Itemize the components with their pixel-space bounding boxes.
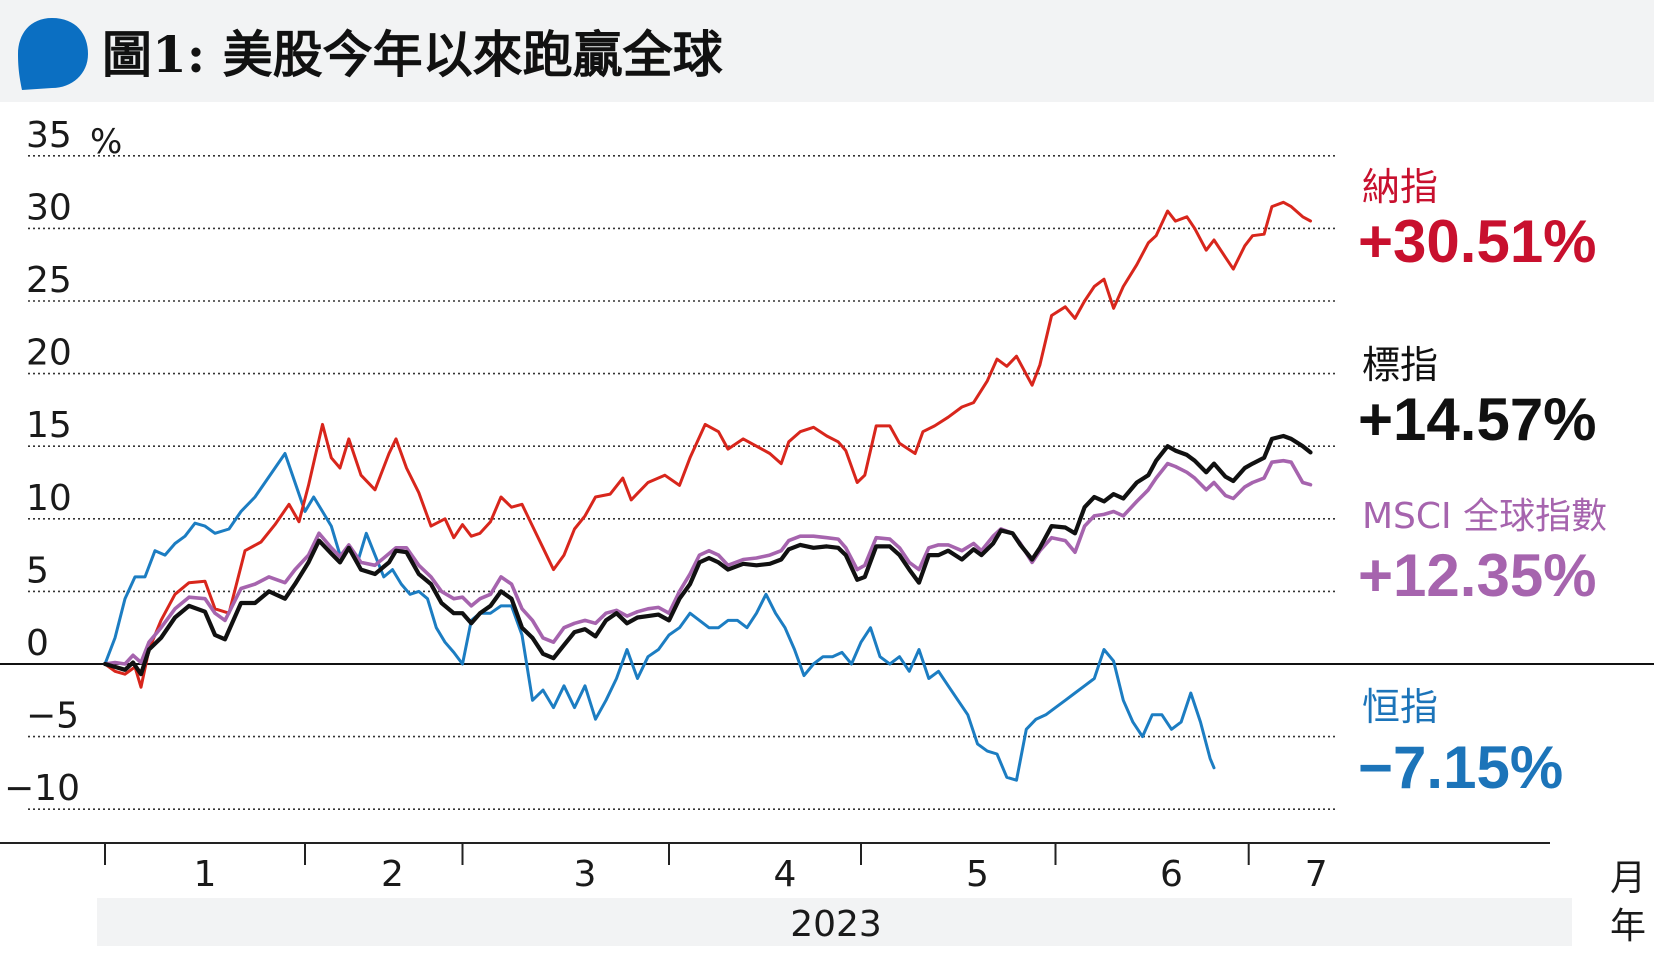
y-tick-label: 5 <box>26 550 49 591</box>
x-tick-label: 1 <box>194 854 217 895</box>
x-axis-ticks <box>104 843 1250 865</box>
x-axis-labels: 1 2 3 4 5 6 7 <box>194 854 1328 895</box>
x-unit-year: 年 <box>1610 906 1646 947</box>
x-tick-label: 4 <box>774 854 797 895</box>
series-line-sp500 <box>102 433 1313 677</box>
year-label: 2023 <box>790 904 882 945</box>
series-lines <box>102 200 1313 782</box>
title-bar-background <box>0 0 1654 102</box>
x-axis: 2023 月 年 <box>0 842 1646 947</box>
y-tick-label: 20 <box>26 333 72 374</box>
x-tick-label: 3 <box>574 854 597 895</box>
speech-bubble-icon <box>18 18 88 90</box>
y-tick-label: 35 <box>26 115 72 156</box>
y-tick-label: −5 <box>26 696 79 737</box>
x-tick-label: 6 <box>1160 854 1183 895</box>
x-tick-label: 2 <box>381 854 404 895</box>
title-bar: 圖1: 美股今年以來跑贏全球 <box>0 0 1654 102</box>
series-value-nasdaq: +30.51% <box>1358 208 1597 275</box>
x-tick-label: 7 <box>1305 854 1328 895</box>
series-line-hsi <box>103 452 1216 782</box>
y-axis-labels: 35 30 25 20 15 10 5 0 −10 −5 <box>4 115 80 809</box>
y-unit-label: % <box>90 122 122 162</box>
series-value-msci: +12.35% <box>1358 542 1597 609</box>
y-tick-label: 10 <box>26 478 72 519</box>
y-tick-label: 0 <box>26 623 49 664</box>
chart-title: 圖1: 美股今年以來跑贏全球 <box>102 25 724 84</box>
y-tick-label: 30 <box>26 187 72 228</box>
year-band <box>97 898 1572 946</box>
series-name-sp500: 標指 <box>1362 343 1438 387</box>
series-name-nasdaq: 納指 <box>1362 165 1438 209</box>
series-name-hsi: 恒指 <box>1362 685 1438 729</box>
x-tick-label: 5 <box>966 854 989 895</box>
y-tick-label: −10 <box>4 768 80 809</box>
series-labels: 納指+30.51% 標指+14.57% MSCI 全球指數 +12.35% 恒指 −7.1… <box>1358 165 1607 801</box>
x-unit-month: 月 <box>1610 858 1646 899</box>
series-value-sp500: +14.57% <box>1358 386 1597 453</box>
series-name-msci: MSCI 全球指數 <box>1362 496 1607 537</box>
y-tick-label: 15 <box>26 405 72 446</box>
series-value-hsi: −7.15% <box>1358 734 1563 801</box>
y-tick-label: 25 <box>26 260 72 301</box>
series-line-nasdaq <box>103 200 1312 689</box>
series-line-msci <box>103 458 1313 666</box>
